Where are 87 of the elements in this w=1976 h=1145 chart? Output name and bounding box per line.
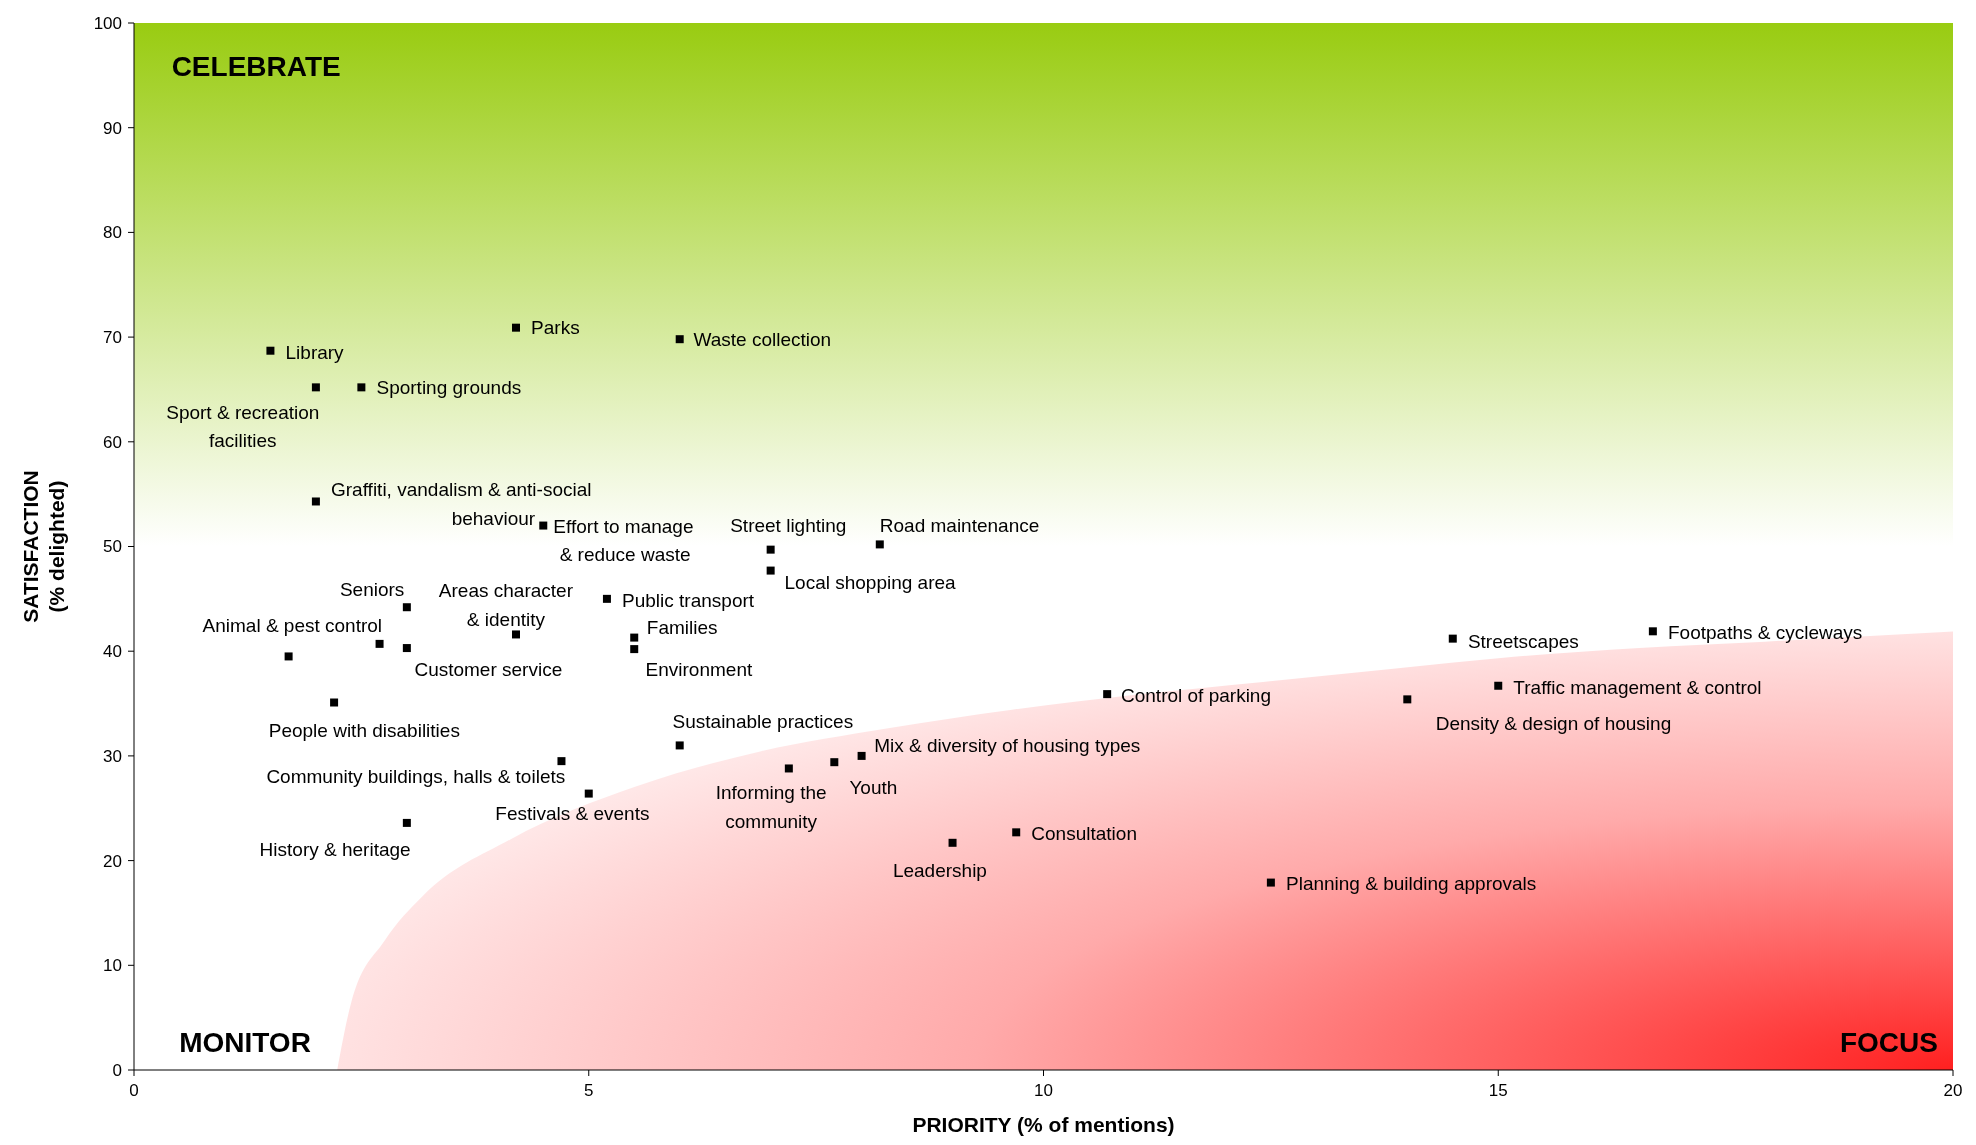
point xyxy=(675,335,684,344)
x-axis-title: PRIORITY (% of mentions) xyxy=(912,1113,1175,1136)
annotation: Streetscapes xyxy=(1467,630,1579,652)
annotation: Community buildings, halls & toilets xyxy=(266,765,566,787)
point xyxy=(675,741,684,750)
annotation: Sporting grounds xyxy=(376,377,522,399)
annotation: Mix & diversity of housing types xyxy=(874,735,1141,757)
point xyxy=(857,751,866,760)
point xyxy=(830,758,839,767)
point xyxy=(1648,627,1657,636)
annotation: Traffic management & control xyxy=(1513,676,1762,698)
y-tick-label: 10 xyxy=(103,956,122,976)
point xyxy=(630,633,639,642)
annotation: Density & design of housing xyxy=(1435,712,1672,734)
y-tick-label: 90 xyxy=(103,118,122,138)
y-axis-title: SATISFACTION (% delighted) xyxy=(19,470,68,623)
annotation: Footpaths & cycleways xyxy=(1667,622,1863,644)
point xyxy=(602,594,611,603)
annotation: Local shopping area xyxy=(784,571,957,593)
annotation: Seniors xyxy=(339,579,405,601)
annotation: FOCUS xyxy=(1839,1027,1938,1059)
point xyxy=(402,818,411,827)
point xyxy=(402,603,411,612)
annotation: Public transport xyxy=(622,589,755,611)
annotation: Areas character & identity xyxy=(438,580,574,630)
annotation: Consultation xyxy=(1031,823,1137,845)
point xyxy=(511,323,520,332)
y-tick-label: 70 xyxy=(103,328,122,348)
point xyxy=(311,383,320,392)
point xyxy=(266,346,275,355)
point xyxy=(766,566,775,575)
x-tick-label: 20 xyxy=(1943,1081,1963,1100)
point xyxy=(557,757,566,766)
annotation: Informing the community xyxy=(715,782,827,833)
annotation: Leadership xyxy=(892,860,987,882)
annotation: CELEBRATE xyxy=(171,50,341,82)
point xyxy=(1103,690,1112,699)
annotation: Parks xyxy=(531,317,580,339)
point xyxy=(584,789,593,798)
point xyxy=(1448,634,1457,643)
point xyxy=(948,838,957,847)
point xyxy=(1012,828,1021,837)
y-tick-label: 20 xyxy=(103,851,122,871)
annotation: Road maintenance xyxy=(879,515,1040,537)
annotation: Environment xyxy=(645,658,753,680)
point xyxy=(1266,878,1275,887)
y-tick-label: 50 xyxy=(103,537,122,557)
point xyxy=(1403,695,1412,704)
annotation: Families xyxy=(646,617,718,639)
point xyxy=(311,497,320,506)
annotation: Animal & pest control xyxy=(202,614,383,636)
annotation: MONITOR xyxy=(179,1027,311,1059)
annotation: Sport & recreation facilities xyxy=(166,402,320,451)
annotation: Youth xyxy=(849,777,898,799)
x-tick-label: 10 xyxy=(1034,1081,1053,1100)
y-tick-label: 0 xyxy=(112,1060,122,1080)
annotation: Effort to manage & reduce waste xyxy=(553,516,694,566)
y-tick-label: 60 xyxy=(103,432,122,452)
point xyxy=(784,764,793,773)
y-tick-label: 40 xyxy=(103,642,122,662)
x-tick-label: 0 xyxy=(129,1081,139,1100)
point xyxy=(630,645,639,654)
annotation: Control of parking xyxy=(1121,685,1271,707)
x-tick-label: 15 xyxy=(1488,1081,1508,1100)
point xyxy=(539,521,548,530)
annotation: History & heritage xyxy=(259,839,411,861)
point xyxy=(402,644,411,653)
point xyxy=(375,639,384,648)
annotation: Planning & building approvals xyxy=(1285,873,1537,895)
x-tick-label: 5 xyxy=(584,1081,594,1100)
point xyxy=(875,540,884,549)
annotation: Sustainable practices xyxy=(672,711,854,733)
annotation: Waste collection xyxy=(693,328,832,350)
point xyxy=(1494,681,1503,690)
y-tick-label: 30 xyxy=(103,746,122,766)
y-tick-label: 80 xyxy=(103,223,122,243)
annotation: Customer service xyxy=(414,659,563,681)
point xyxy=(766,545,775,554)
annotation: People with disabilities xyxy=(268,719,460,741)
annotation: Festivals & events xyxy=(495,803,650,825)
point xyxy=(357,383,366,392)
y-tick-label: 100 xyxy=(93,13,122,33)
annotation: Street lighting xyxy=(730,515,847,537)
annotation: Library xyxy=(285,341,345,363)
point xyxy=(330,698,339,707)
point xyxy=(284,652,293,661)
point xyxy=(511,630,520,639)
